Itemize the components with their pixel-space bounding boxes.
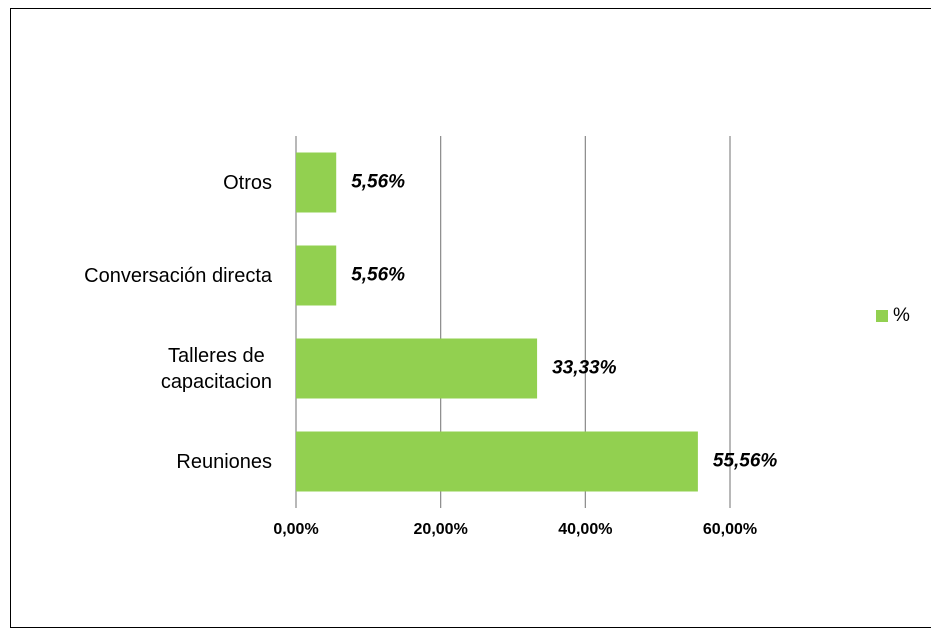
bar [296,431,698,492]
chart: 0,00% 20,00% 40,00% 60,00% 5,56% 5,56% 33,33% 5… [273,136,910,538]
value-label: 55,56% [713,451,778,472]
x-tick-label: 60,00% [703,521,757,538]
legend-swatch [876,310,888,322]
x-tick-label: 20,00% [414,521,468,538]
value-label: 5,56% [351,172,405,193]
bar [296,152,337,213]
bar [296,245,337,306]
y-tick-label: Talleres de capacitacion [160,344,272,393]
y-tick-label: Conversación directa [84,264,272,287]
legend-label: % [893,305,910,326]
value-label: 33,33% [552,358,617,379]
y-tick-label: Otros [223,171,272,194]
value-label: 5,56% [351,265,405,286]
x-tick-label: 40,00% [558,521,612,538]
bar [296,338,538,399]
y-tick-label: Reuniones [176,450,272,473]
x-tick-label: 0,00% [273,521,318,538]
page: 0,00% 20,00% 40,00% 60,00% 5,56% 5,56% 33,33% 5… [10,8,931,628]
